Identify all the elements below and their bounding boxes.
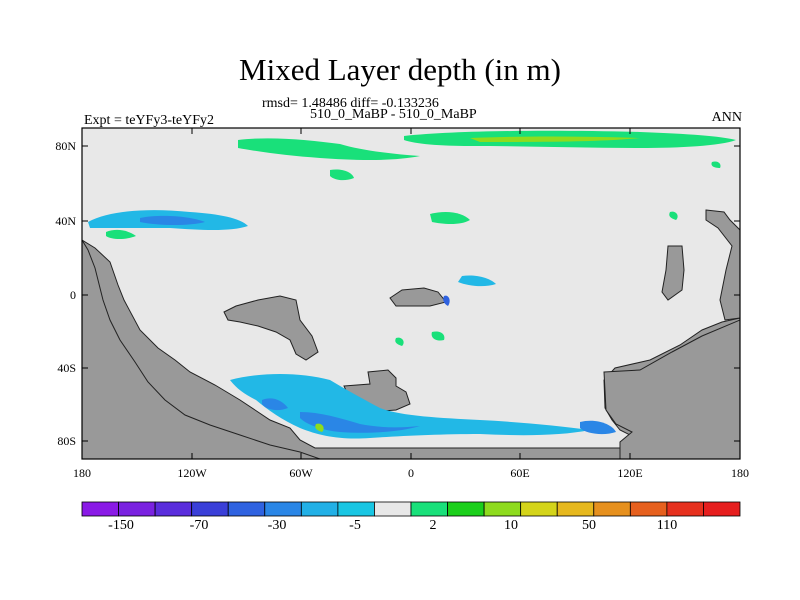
lon-ticks [81,128,741,459]
season-label: ANN [711,110,742,125]
negative-anomalies [88,210,616,439]
lon-label-0: 0 [408,466,414,480]
positive-anomalies [106,130,736,432]
lat-label-0: 0 [70,288,76,302]
lat-label-40n: 40N [55,214,76,228]
colorbar-box-2 [154,501,193,517]
colorbar-box-1 [118,501,156,517]
colorbar-label-0: -150 [108,518,134,533]
colorbar-box-4 [227,501,266,517]
colorbar-box-5 [264,501,302,517]
lon-label-120w: 120W [177,466,207,480]
cases-line: 510_0_MaBP - 510_0_MaBP [310,107,477,122]
colorbar-box-17 [703,501,741,517]
colorbar-label-1: -70 [189,518,209,533]
colorbar-label-2: -30 [267,518,287,533]
colorbar-box-11 [483,501,522,517]
colorbar-label-6: 50 [582,518,596,533]
land-mask [82,209,740,459]
colorbar-label-7: 110 [656,518,678,533]
lon-label-180e: 180 [731,466,749,480]
colorbar-box-6 [300,501,339,517]
colorbar-box-10 [447,501,485,517]
colorbar-box-12 [520,501,558,517]
colorbar-box-3 [191,501,229,517]
colorbar-box-13 [556,501,595,517]
lon-label-60w: 60W [289,466,313,480]
colorbar-box-9 [410,501,448,517]
figure-title: Mixed Layer depth (in m) [239,52,561,87]
stats-line: rmsd= 1.48486 diff= -0.133236 [262,96,439,111]
lon-label-180w: 180 [73,466,91,480]
colorbar-label-3: -5 [349,518,361,533]
colorbar-box-14 [593,501,631,517]
colorbar-label-4: 2 [429,518,437,533]
colorbar-box-15 [629,501,668,517]
lat-label-80s: 80S [57,434,76,448]
lon-label-60e: 60E [510,466,530,480]
colorbar-box-7 [337,501,375,517]
lon-label-120e: 120E [617,466,643,480]
experiment-label: Expt = teYFy3-teYFy2 [84,113,214,128]
lat-ticks [82,145,740,442]
colorbar-label-5: 10 [504,518,518,533]
lat-label-80n: 80N [55,139,76,153]
lat-label-40s: 40S [57,361,76,375]
colorbar-box-0 [81,501,119,517]
colorbar-box-8 [374,501,412,517]
colorbar-box-16 [666,501,704,517]
